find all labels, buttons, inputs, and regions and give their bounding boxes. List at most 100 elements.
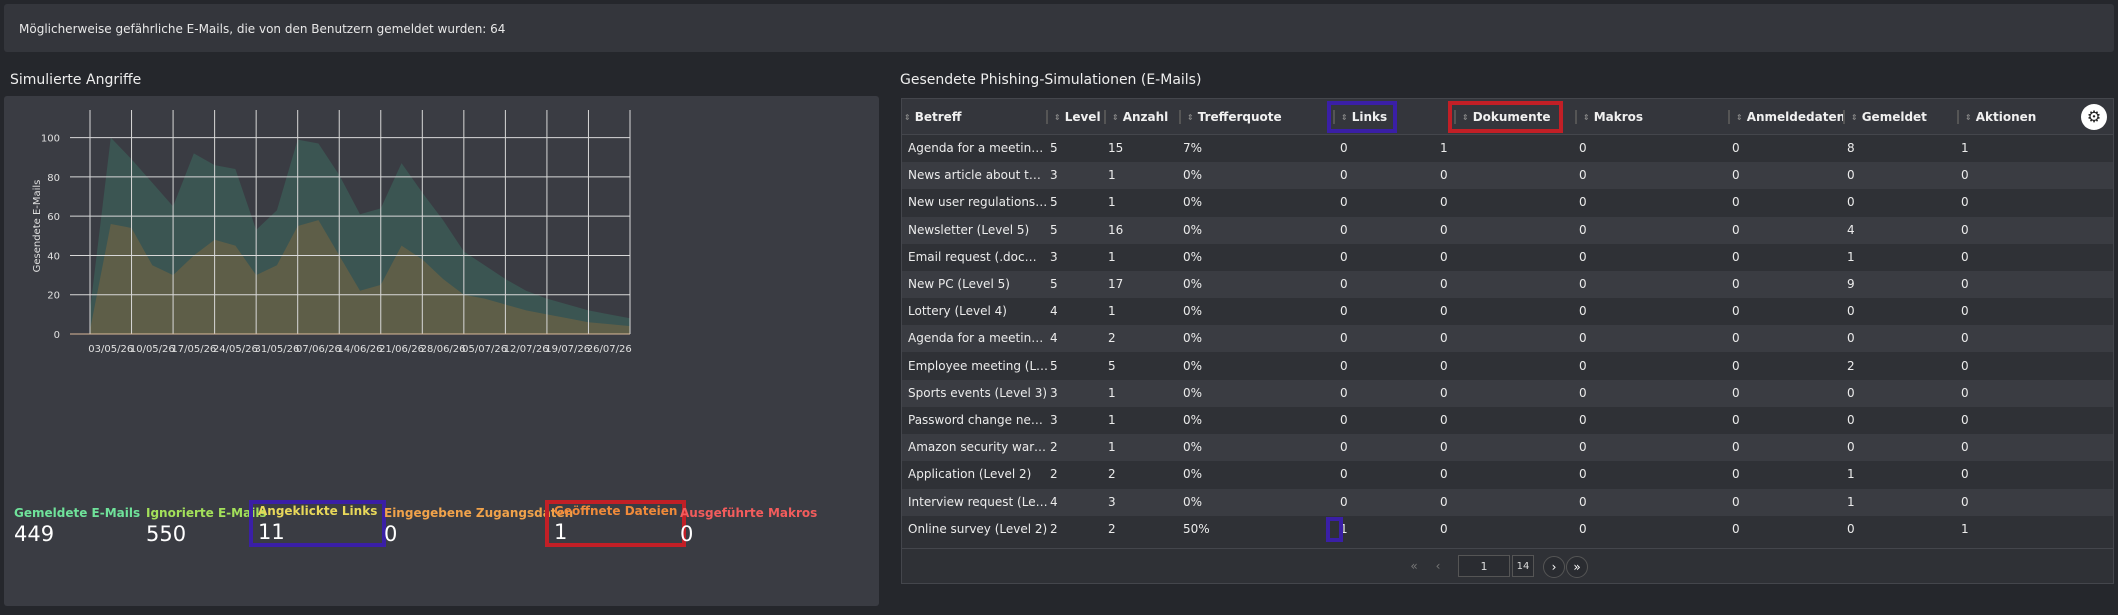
cell-anmeldedaten: 0 <box>1732 521 1740 536</box>
cell-gemeldet: 0 <box>1847 440 1855 455</box>
table-row[interactable]: Agenda for a meeting (... 5 15 7% 0 1 0 0 8 1 <box>902 135 2113 162</box>
cell-betreff: Password change nece... <box>908 413 1048 427</box>
table-row[interactable]: Lottery (Level 4) 4 1 0% 0 0 0 0 0 0 <box>902 298 2113 326</box>
page-input[interactable]: 1 <box>1458 555 1510 577</box>
table-row[interactable]: Agenda for a meeting (... 4 2 0% 0 0 0 0 0 0 <box>902 325 2113 353</box>
column-header-betreff[interactable]: ⇕ Betreff <box>904 99 962 135</box>
cell-betreff: New user regulations (... <box>908 195 1048 210</box>
y-tick-label: 20 <box>47 291 60 302</box>
cell-links: 0 <box>1340 195 1348 210</box>
cell-level: 4 <box>1050 304 1058 319</box>
cell-anmeldedaten: 0 <box>1732 385 1740 400</box>
y-tick-label: 80 <box>47 173 60 184</box>
stats-row: Gemeldete E-Mails 449 Ignorierte E-Mails 55… <box>4 500 879 606</box>
stat-value: 0 <box>680 522 694 546</box>
gear-icon[interactable]: ⚙ <box>2081 104 2107 130</box>
table-row[interactable]: Amazon security warni... 2 1 0% 0 0 0 0 0 0 <box>902 434 2113 462</box>
cell-dokumente: 0 <box>1440 249 1448 264</box>
table-row[interactable]: Interview request (Lev... 4 3 0% 0 0 0 0 1 0 <box>902 488 2113 516</box>
cell-anmeldedaten: 0 <box>1732 494 1740 509</box>
table-row[interactable]: Sports events (Level 3) 3 1 0% 0 0 0 0 0 0 <box>902 379 2113 407</box>
cell-anzahl: 2 <box>1108 467 1116 482</box>
table-row[interactable]: Newsletter (Level 5) 5 16 0% 0 0 0 0 4 0 <box>902 216 2113 244</box>
cell-anmeldedaten: 0 <box>1732 168 1740 183</box>
table-row[interactable]: New user regulations (... 5 1 0% 0 0 0 0 0 0 <box>902 189 2113 217</box>
prev-page-button[interactable]: ‹ <box>1435 559 1441 573</box>
column-header-makros[interactable]: ⇕ Makros <box>1575 99 1643 135</box>
cell-level: 2 <box>1050 521 1058 536</box>
cell-aktionen: 0 <box>1961 331 1969 346</box>
cell-gemeldet: 1 <box>1847 467 1855 482</box>
stat-ausgef-hrte-makros: Ausgeführte Makros 0 <box>680 506 817 546</box>
cell-betreff: Application (Level 2) <box>908 467 1032 482</box>
column-header-trefferquote[interactable]: ⇕ Trefferquote <box>1179 99 1282 135</box>
column-header-label: Anzahl <box>1122 110 1169 124</box>
total-pages: 14 <box>1512 555 1534 577</box>
cell-level: 3 <box>1050 249 1058 264</box>
last-page-button[interactable]: » <box>1566 556 1588 578</box>
column-header-aktionen[interactable]: ⇕ Aktionen <box>1957 99 2036 135</box>
column-header-links[interactable]: ⇕ Links <box>1327 101 1398 133</box>
cell-links: 0 <box>1340 277 1348 291</box>
column-header-dokumente[interactable]: ⇕ Dokumente <box>1448 101 1563 133</box>
table-row[interactable]: New PC (Level 5) 5 17 0% 0 0 0 0 9 0 <box>902 271 2113 298</box>
sort-icon[interactable]: ⇕ <box>1187 112 1194 122</box>
table-row[interactable]: Employee meeting (Le... 5 5 0% 0 0 0 0 2 0 <box>902 352 2113 380</box>
cell-betreff: Employee meeting (Le... <box>908 358 1048 373</box>
cell-links: 0 <box>1340 141 1348 155</box>
sort-icon[interactable]: ⇕ <box>1341 112 1348 122</box>
cell-gemeldet: 1 <box>1847 494 1855 509</box>
table-row[interactable]: News article about the ... 3 1 0% 0 0 0 0 0 0 <box>902 162 2113 190</box>
cell-links: 1 <box>1340 521 1348 536</box>
cell-aktionen: 0 <box>1961 494 1969 509</box>
cell-anzahl: 3 <box>1108 494 1116 509</box>
cell-links: 0 <box>1340 304 1348 319</box>
cell-makros: 0 <box>1579 467 1587 482</box>
stat-label: Ignorierte E-Mails <box>146 506 267 520</box>
table-row[interactable]: Password change nece... 3 1 0% 0 0 0 0 0 0 <box>902 407 2113 434</box>
cell-anmeldedaten: 0 <box>1732 277 1740 291</box>
column-header-level[interactable]: ⇕ Level <box>1046 99 1101 135</box>
sort-icon[interactable]: ⇕ <box>1583 112 1590 122</box>
column-header-anmeldedaten[interactable]: ⇕ Anmeldedaten <box>1728 99 1845 135</box>
cell-anzahl: 17 <box>1108 277 1124 291</box>
x-tick-label: 21/06/26 <box>379 344 424 355</box>
sort-icon[interactable]: ⇕ <box>1054 112 1061 122</box>
cell-links: 0 <box>1340 249 1348 264</box>
x-tick-label: 10/05/26 <box>130 344 175 355</box>
first-page-button[interactable]: « <box>1410 559 1418 573</box>
cell-aktionen: 0 <box>1961 195 1969 210</box>
column-header-anzahl[interactable]: ⇕ Anzahl <box>1104 99 1168 135</box>
cell-makros: 0 <box>1579 385 1587 400</box>
column-header-gemeldet[interactable]: ⇕ Gemeldet <box>1843 99 1927 135</box>
cell-makros: 0 <box>1579 331 1587 346</box>
sort-icon[interactable]: ⇕ <box>1462 112 1469 122</box>
cell-aktionen: 0 <box>1961 222 1969 237</box>
cell-makros: 0 <box>1579 141 1587 155</box>
sort-icon[interactable]: ⇕ <box>904 112 911 122</box>
cell-anzahl: 1 <box>1108 249 1116 264</box>
cell-dokumente: 0 <box>1440 277 1448 291</box>
cell-trefferquote: 0% <box>1183 168 1203 183</box>
next-page-button[interactable]: › <box>1543 556 1565 578</box>
table-row[interactable]: Online survey (Level 2) 2 2 50% 1 0 0 0 0 1 <box>902 515 2113 543</box>
table-row[interactable]: Email request (.docm) (... 3 1 0% 0 0 0 0 1 0 <box>902 243 2113 271</box>
table-row[interactable]: Application (Level 2) 2 2 0% 0 0 0 0 1 0 <box>902 461 2113 489</box>
cell-dokumente: 0 <box>1440 358 1448 373</box>
x-tick-label: 07/06/26 <box>296 344 341 355</box>
column-header-label: Betreff <box>914 110 962 124</box>
simulated-attacks-title: Simulierte Angriffe <box>10 72 142 88</box>
sort-icon[interactable]: ⇕ <box>1965 112 1972 122</box>
stat-label: Geöffnete Dateien <box>554 504 678 518</box>
cell-makros: 0 <box>1579 440 1587 455</box>
column-header-label: Dokumente <box>1472 110 1551 124</box>
sort-icon[interactable]: ⇕ <box>1112 112 1119 122</box>
cell-links: 0 <box>1340 222 1348 237</box>
sort-icon[interactable]: ⇕ <box>1851 112 1858 122</box>
x-tick-label: 24/05/26 <box>213 344 258 355</box>
pagination: « ‹ 1 14 › » <box>901 549 2114 584</box>
cell-anzahl: 5 <box>1108 358 1116 373</box>
cell-level: 5 <box>1050 222 1058 237</box>
sort-icon[interactable]: ⇕ <box>1736 112 1743 122</box>
area-series-2 <box>90 220 630 334</box>
